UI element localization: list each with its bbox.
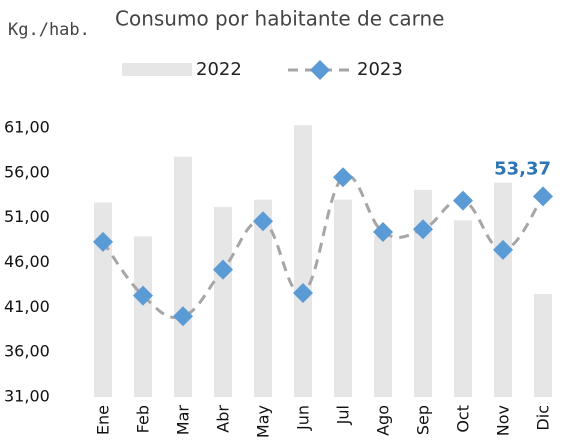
y-tick-label: 51,00 xyxy=(4,207,50,226)
y-tick-label: 31,00 xyxy=(4,387,50,406)
x-tick-label: May xyxy=(254,405,273,438)
marker xyxy=(533,186,553,207)
marker xyxy=(293,282,313,303)
y-tick-label: 56,00 xyxy=(4,162,50,181)
line xyxy=(101,174,545,319)
x-tick-label: Jul xyxy=(334,405,353,425)
bar xyxy=(254,199,272,397)
bar xyxy=(214,206,232,397)
bar xyxy=(494,182,512,397)
marker xyxy=(253,211,273,232)
marker xyxy=(373,221,393,242)
x-tick-label: Ago xyxy=(374,405,393,436)
x-tick-label: Ene xyxy=(94,405,113,435)
x-tick-label: Feb xyxy=(134,405,153,433)
x-tick-label: Abr xyxy=(214,405,233,433)
bar xyxy=(174,156,192,397)
x-tick-label: Sep xyxy=(414,405,433,435)
bar xyxy=(294,125,312,397)
y-axis-label: Kg./hab. xyxy=(8,20,90,40)
marker xyxy=(413,219,433,240)
legend-label: 2023 xyxy=(357,59,403,80)
marker xyxy=(173,306,193,327)
bar xyxy=(534,293,552,397)
marker xyxy=(93,231,113,252)
y-tick-label: 36,00 xyxy=(4,342,50,361)
y-tick-label: 41,00 xyxy=(4,297,50,316)
legend-label: 2022 xyxy=(196,59,242,80)
bar xyxy=(94,202,112,397)
marker xyxy=(333,167,353,188)
x-tick-label: Jun xyxy=(294,405,313,431)
bar xyxy=(134,236,152,397)
marker xyxy=(493,239,513,260)
x-tick-label: Oct xyxy=(454,405,473,433)
legend-swatch xyxy=(310,60,330,80)
y-tick-label: 46,00 xyxy=(4,252,50,271)
chart-title: Consumo por habitante de carne xyxy=(115,7,444,31)
legend-swatch xyxy=(122,63,192,76)
y-tick-label: 61,00 xyxy=(4,117,50,136)
bar xyxy=(454,220,472,397)
marker xyxy=(133,285,153,306)
x-tick-label: Dic xyxy=(534,405,553,431)
marker xyxy=(453,190,473,211)
marker xyxy=(213,259,233,280)
data-label: 53,37 xyxy=(494,158,551,179)
x-tick-label: Nov xyxy=(494,405,513,436)
bar xyxy=(334,199,352,397)
x-tick-label: Mar xyxy=(174,405,193,436)
bar xyxy=(374,235,392,397)
bar xyxy=(414,189,432,397)
